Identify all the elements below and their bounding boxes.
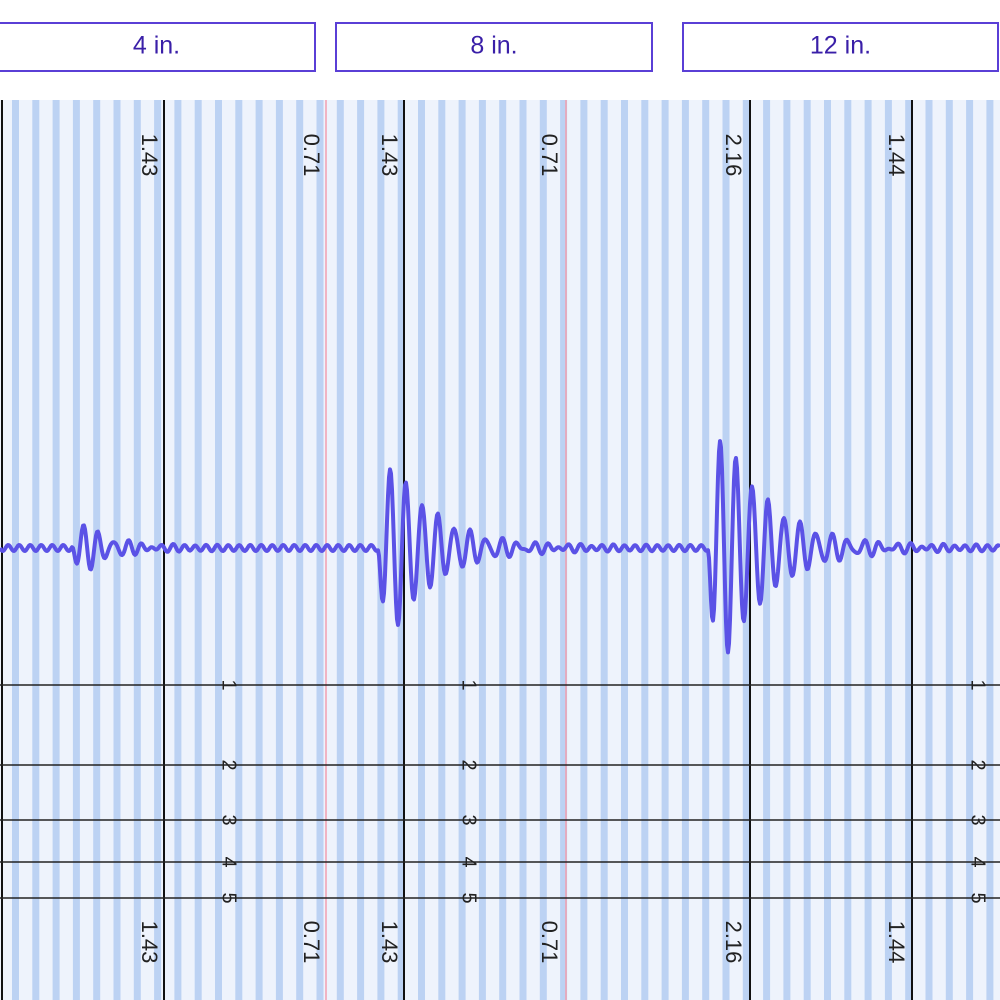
size-button-label[interactable]: 8 in. — [470, 32, 517, 60]
stripe — [215, 100, 222, 1000]
scale-number: 4 — [218, 856, 240, 867]
size-button-label[interactable]: 12 in. — [810, 32, 871, 60]
scale-number: 4 — [458, 856, 480, 867]
top-label: 2.16 — [721, 134, 746, 177]
size-button[interactable] — [682, 22, 999, 72]
scale-number: 2 — [458, 759, 480, 770]
stripe — [844, 100, 852, 1000]
scale-number: 3 — [967, 814, 989, 825]
bottom-label: 2.16 — [721, 921, 746, 964]
stripe — [93, 100, 101, 1000]
stripe — [803, 100, 811, 1000]
stripe — [621, 100, 628, 1000]
top-label: 0.71 — [299, 134, 324, 177]
scale-number: 5 — [967, 892, 989, 903]
waveform — [0, 439, 1000, 655]
stripe — [499, 100, 507, 1000]
stripe — [377, 100, 385, 1000]
stripe — [763, 100, 771, 1000]
buttons: 4 in. 8 in. 12 in. — [0, 22, 999, 72]
bottom-label: 0.71 — [299, 921, 324, 964]
bottom-label: 1.44 — [884, 921, 909, 964]
scale-number: 5 — [218, 892, 240, 903]
stripe — [418, 100, 425, 1000]
scale-number: 5 — [458, 892, 480, 903]
grid — [0, 100, 1000, 1000]
bottom-label: 1.43 — [377, 921, 402, 964]
top-label: 1.43 — [377, 134, 402, 177]
scale-number: 4 — [967, 856, 989, 867]
stripe — [235, 100, 243, 1000]
stripe — [357, 100, 365, 1000]
top-label: 1.43 — [137, 134, 162, 177]
stripe — [72, 100, 80, 1000]
size-button[interactable] — [335, 22, 653, 72]
scale-number: 1 — [458, 679, 480, 690]
top-label: 1.44 — [884, 134, 909, 177]
wave-trace — [0, 439, 1000, 655]
stripe — [641, 100, 649, 1000]
scale-number: 3 — [458, 814, 480, 825]
scale-number: 3 — [218, 814, 240, 825]
scale-number: 1 — [967, 679, 989, 690]
bottom-label: 0.71 — [537, 921, 562, 964]
bottom-label: 1.43 — [137, 921, 162, 964]
size-button[interactable] — [0, 22, 316, 72]
stripe — [458, 100, 466, 1000]
scale-number: 2 — [967, 759, 989, 770]
scale-number: 2 — [218, 759, 240, 770]
scale-number: 1 — [218, 679, 240, 690]
top-label: 0.71 — [537, 134, 562, 177]
size-button-label[interactable]: 4 in. — [133, 32, 180, 60]
labels: 1.43 1.43 0.71 0.71 1.43 1.43 0.71 0.71 2.16 2.16… — [137, 134, 989, 964]
